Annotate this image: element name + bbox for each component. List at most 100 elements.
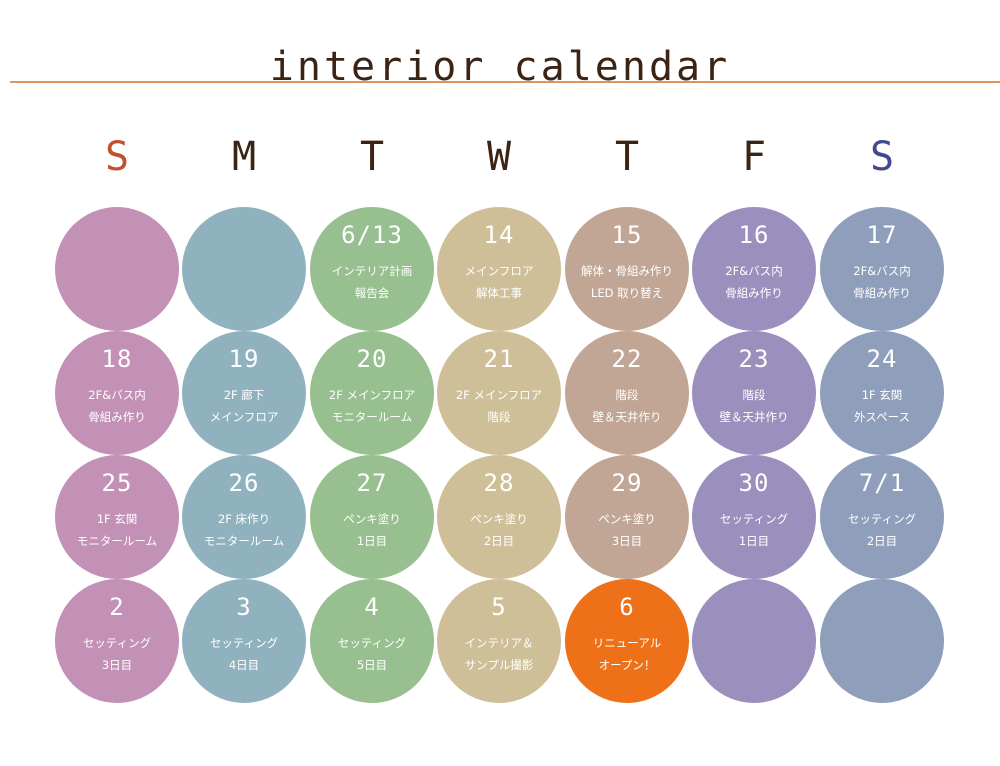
event-line-2: 外スペース <box>853 410 911 424</box>
event-line-1: 2F メインフロア <box>455 388 543 402</box>
event-line-2: メインフロア <box>209 410 279 424</box>
event-line-1: インテリア計画 <box>331 264 413 278</box>
event-line-1: セッティング <box>82 636 152 650</box>
calendar-day: 3 セッティング 4日目 <box>182 579 306 703</box>
day-number: 27 <box>356 469 388 497</box>
day-number: 19 <box>228 345 260 373</box>
calendar-day-empty <box>55 207 179 331</box>
calendar-day: 14 メインフロア 解体工事 <box>437 207 561 331</box>
event-line-2: 4日目 <box>228 658 260 672</box>
event-line-2: 骨組み作り <box>853 286 911 300</box>
event-line-2: 壁＆天井作り <box>719 410 789 424</box>
day-number: 21 <box>483 345 515 373</box>
event-line-1: 1F 玄関 <box>96 512 138 526</box>
event-line-1: 2F 床作り <box>217 512 271 526</box>
calendar-day: 26 2F 床作り モニタールーム <box>182 455 306 579</box>
calendar-title: interior calendar <box>269 44 731 90</box>
weekday-label: S <box>869 134 895 180</box>
calendar-day: 19 2F 廊下メインフロア <box>182 331 306 455</box>
event-line-2: 解体工事 <box>476 286 522 300</box>
event-line-1: ペンキ塗り <box>343 512 401 526</box>
day-number: 20 <box>356 345 388 373</box>
event-line-2: モニタールーム <box>203 534 285 548</box>
weekday-label: W <box>486 134 512 180</box>
calendar-day: 20 2F メインフロア モニタールーム <box>310 331 434 455</box>
event-line-2: サンプル撮影 <box>464 658 534 672</box>
event-line-2: 3日目 <box>611 534 643 548</box>
calendar-day: 25 1F 玄関モニタールーム <box>55 455 179 579</box>
event-line-2: モニタールーム <box>76 534 158 548</box>
event-line-2: LED 取り替え <box>590 286 664 300</box>
event-line-2: 報告会 <box>354 286 390 300</box>
event-line-2: モニタールーム <box>331 410 413 424</box>
day-number: 6/13 <box>341 221 403 249</box>
event-line-2: 5日目 <box>356 658 388 672</box>
calendar-day: 18 2F&バス内 骨組み作り <box>55 331 179 455</box>
calendar-day: 16 2F&バス内 骨組み作り <box>692 207 816 331</box>
event-line-2: 1日目 <box>738 534 770 548</box>
event-line-2: 壁＆天井作り <box>592 410 662 424</box>
event-line-1: ペンキ塗り <box>470 512 528 526</box>
event-line-1: 階段 <box>615 388 639 402</box>
event-line-2: 骨組み作り <box>88 410 146 424</box>
day-number: 6 <box>619 593 635 621</box>
calendar-day: 21 2F メインフロア 階段 <box>437 331 561 455</box>
calendar-day-empty <box>692 579 816 703</box>
weekday-label: T <box>614 134 640 180</box>
event-line-1: 2F メインフロア <box>328 388 416 402</box>
calendar-day-empty <box>182 207 306 331</box>
weekday-label: M <box>231 134 257 180</box>
event-line-2: 階段 <box>487 410 511 424</box>
event-line-1: セッティング <box>209 636 279 650</box>
event-line-1: セッティング <box>847 512 917 526</box>
day-number: 18 <box>101 345 133 373</box>
title-underline <box>10 81 1000 83</box>
weekday-label: F <box>741 134 767 180</box>
calendar-day: 6/13 インテリア計画 報告会 <box>310 207 434 331</box>
calendar-day: 5 インテリア＆ サンプル撮影 <box>437 579 561 703</box>
day-number: 25 <box>101 469 133 497</box>
calendar-day: 7/1 セッティング 2日目 <box>820 455 944 579</box>
calendar-day: 2 セッティング 3日目 <box>55 579 179 703</box>
event-line-1: 2F&バス内 <box>88 388 146 402</box>
calendar-day: 17 2F&バス内 骨組み作り <box>820 207 944 331</box>
event-line-1: 階段 <box>742 388 766 402</box>
day-number: 15 <box>611 221 643 249</box>
event-line-2: 2日目 <box>483 534 515 548</box>
event-line-1: メインフロア <box>464 264 534 278</box>
day-number: 5 <box>491 593 507 621</box>
day-number: 26 <box>228 469 260 497</box>
calendar-day: 4 セッティング 5日目 <box>310 579 434 703</box>
day-number: 28 <box>483 469 515 497</box>
day-number: 17 <box>866 221 898 249</box>
day-number: 4 <box>364 593 380 621</box>
event-line-1: 2F 廊下 <box>223 388 265 402</box>
calendar-day: 29 ペンキ塗り 3日目 <box>565 455 689 579</box>
calendar-day: 24 1F 玄関外スペース <box>820 331 944 455</box>
calendar-day: 30 セッティング 1日目 <box>692 455 816 579</box>
event-line-2: 3日目 <box>101 658 133 672</box>
calendar-day: 22 階段壁＆天井作り <box>565 331 689 455</box>
calendar-day: 28 ペンキ塗り 2日目 <box>437 455 561 579</box>
event-line-1: リニューアル <box>592 636 662 650</box>
calendar-day: 15 解体・骨組み作り LED 取り替え <box>565 207 689 331</box>
event-line-2: 2日目 <box>866 534 898 548</box>
day-number: 22 <box>611 345 643 373</box>
calendar-day: 6 リニューアル オープン！ <box>565 579 689 703</box>
event-line-1: 1F 玄関 <box>861 388 903 402</box>
day-number: 30 <box>738 469 770 497</box>
event-line-2: 1日目 <box>356 534 388 548</box>
calendar-day-empty <box>820 579 944 703</box>
calendar-day: 27 ペンキ塗り 1日目 <box>310 455 434 579</box>
day-number: 14 <box>483 221 515 249</box>
event-line-2: 骨組み作り <box>725 286 783 300</box>
event-line-1: 解体・骨組み作り <box>581 264 673 278</box>
event-line-1: インテリア＆ <box>464 636 534 650</box>
day-number: 24 <box>866 345 898 373</box>
event-line-1: ペンキ塗り <box>598 512 656 526</box>
day-number: 23 <box>738 345 770 373</box>
day-number: 2 <box>109 593 125 621</box>
event-line-2: オープン！ <box>598 658 656 672</box>
event-line-1: セッティング <box>337 636 407 650</box>
calendar-day: 23 階段壁＆天井作り <box>692 331 816 455</box>
